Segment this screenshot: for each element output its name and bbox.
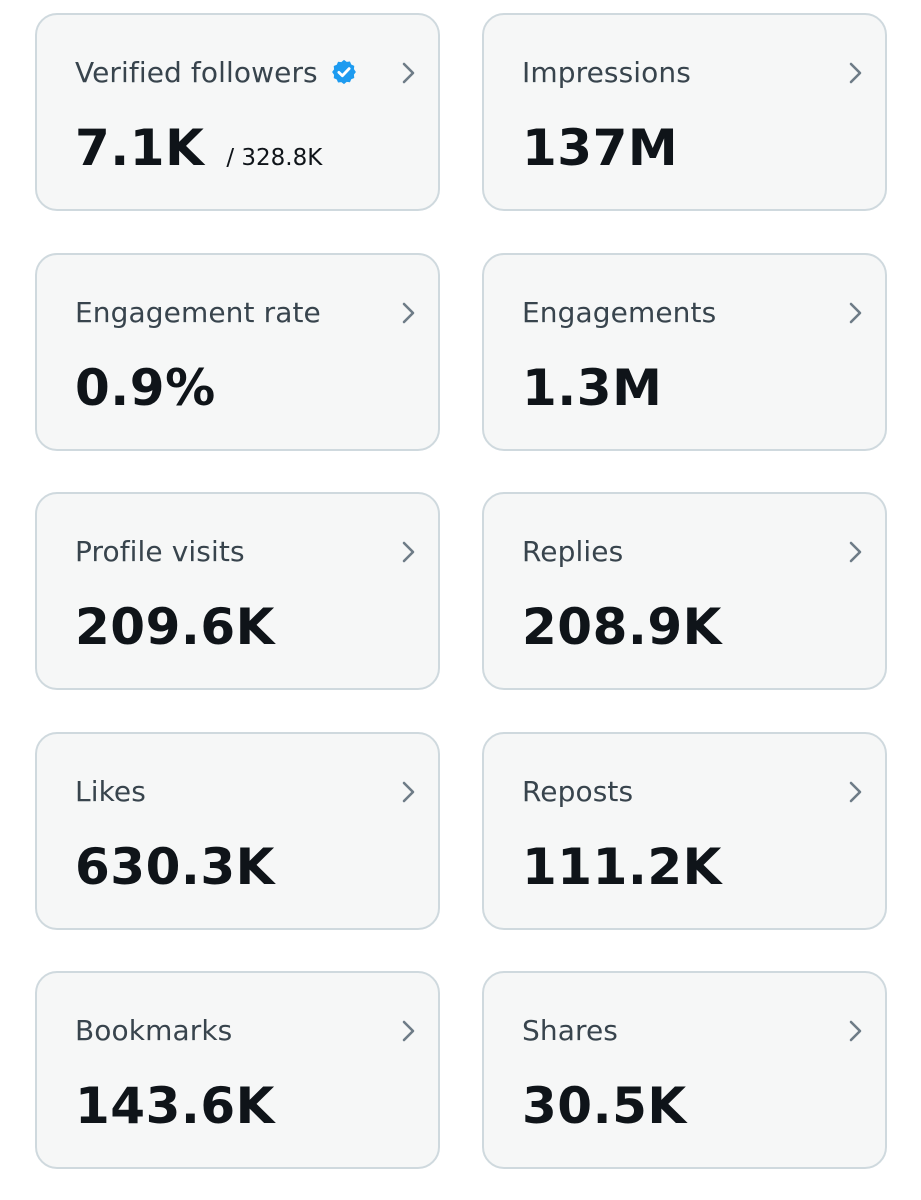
metric-value-row: 630.3K (75, 838, 275, 896)
metric-label: Profile visits (75, 534, 245, 568)
metric-label: Replies (522, 534, 624, 568)
metric-value: 143.6K (75, 1077, 275, 1135)
metric-label: Shares (522, 1013, 618, 1047)
metric-total-followers: / 328.8K (226, 145, 323, 171)
metric-card-reposts[interactable]: Reposts 111.2K (482, 732, 887, 930)
chevron-right-icon (398, 59, 420, 87)
chevron-right-icon (398, 1017, 420, 1045)
metric-value-row: 111.2K (522, 838, 722, 896)
metric-card-engagements[interactable]: Engagements 1.3M (482, 253, 887, 451)
metric-label-row: Replies (522, 532, 623, 570)
metric-value: 209.6K (75, 598, 275, 656)
chevron-right-icon (398, 299, 420, 327)
metric-label-row: Engagement rate (75, 293, 321, 331)
metric-label-row: Impressions (522, 53, 691, 91)
metric-card-replies[interactable]: Replies 208.9K (482, 492, 887, 690)
metric-value: 630.3K (75, 838, 275, 896)
chevron-right-icon (845, 778, 867, 806)
metric-label-row: Profile visits (75, 532, 245, 570)
metric-value: 7.1K (75, 119, 205, 177)
metric-value-row: 0.9% (75, 359, 216, 417)
metric-value-row: 143.6K (75, 1077, 275, 1135)
chevron-right-icon (845, 59, 867, 87)
metric-value-row: 7.1K / 328.8K (75, 119, 322, 177)
metric-card-verified-followers[interactable]: Verified followers 7.1K / 328.8K (35, 13, 440, 211)
metric-value: 0.9% (75, 359, 216, 417)
chevron-right-icon (845, 1017, 867, 1045)
metric-label: Impressions (522, 55, 691, 89)
metric-card-engagement-rate[interactable]: Engagement rate 0.9% (35, 253, 440, 451)
metric-card-shares[interactable]: Shares 30.5K (482, 971, 887, 1169)
metric-value-row: 30.5K (522, 1077, 687, 1135)
metric-value-row: 209.6K (75, 598, 275, 656)
metric-value-row: 208.9K (522, 598, 722, 656)
metric-value: 137M (522, 119, 679, 177)
metric-label-row: Engagements (522, 293, 716, 331)
chevron-right-icon (845, 538, 867, 566)
chevron-right-icon (845, 299, 867, 327)
metric-card-bookmarks[interactable]: Bookmarks 143.6K (35, 971, 440, 1169)
metric-label-row: Shares (522, 1011, 618, 1049)
chevron-right-icon (398, 778, 420, 806)
metric-card-likes[interactable]: Likes 630.3K (35, 732, 440, 930)
metric-label-row: Likes (75, 772, 146, 810)
metric-value: 30.5K (522, 1077, 687, 1135)
metric-label: Verified followers (75, 55, 318, 89)
metric-value: 111.2K (522, 838, 722, 896)
metric-value-row: 137M (522, 119, 678, 177)
metric-label: Engagements (522, 295, 717, 329)
metric-value: 208.9K (522, 598, 722, 656)
metric-label-row: Reposts (522, 772, 633, 810)
metric-label-row: Bookmarks (75, 1011, 232, 1049)
metric-label-row: Verified followers (75, 53, 358, 91)
metric-value-row: 1.3M (522, 359, 662, 417)
metric-card-impressions[interactable]: Impressions 137M (482, 13, 887, 211)
metric-value: 1.3M (522, 359, 663, 417)
metric-label: Reposts (522, 774, 634, 808)
metric-label: Engagement rate (75, 295, 321, 329)
chevron-right-icon (398, 538, 420, 566)
verified-badge-icon (330, 58, 358, 86)
metric-label: Likes (75, 774, 146, 808)
metric-card-profile-visits[interactable]: Profile visits 209.6K (35, 492, 440, 690)
metric-label: Bookmarks (75, 1013, 233, 1047)
